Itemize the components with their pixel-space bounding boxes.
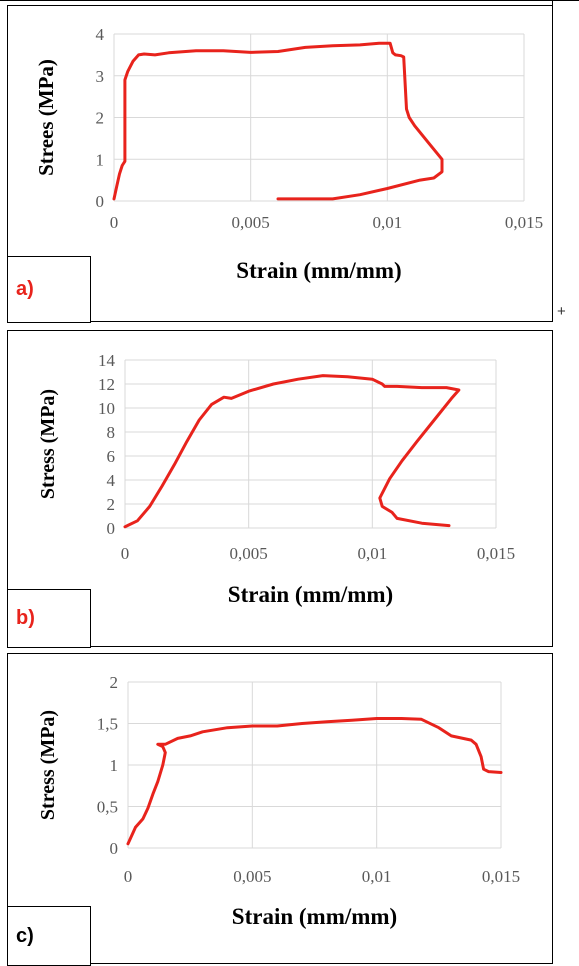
x-tick-label: 0 [110,213,119,232]
y-tick-label: 2 [110,673,119,692]
y-tick-label: 1 [96,150,105,169]
y-tick-label: 4 [107,471,116,490]
x-tick-label: 0,005 [233,867,271,886]
y-tick-label: 1,5 [97,715,118,734]
x-tick-label: 0,01 [357,544,387,563]
x-tick-label: 0 [121,544,130,563]
x-tick-label: 0,005 [230,544,268,563]
corner-plus-mark: + [557,303,566,320]
y-axis-title: Stress (MPa) [37,389,59,499]
chart-a-svg: 0 1 2 3 4 0 0,005 0,01 0,015 Strain (mm/mm) Strees… [34,25,543,283]
chart-b-svg: 0 2 4 6 8 10 12 14 0 0,005 0,01 0,015 Strain (mm/mm)… [37,351,515,607]
panel-label-c: c) [7,906,91,966]
y-tick-label: 12 [98,375,115,394]
chart-panel-b: 0 2 4 6 8 10 12 14 0 0,005 0,01 0,015 Strain (mm/mm)… [7,330,553,648]
x-tick-label: 0,01 [372,213,402,232]
y-tick-label: 0,5 [97,798,118,817]
y-tick-label: 10 [98,399,115,418]
x-axis-title: Strain (mm/mm) [236,258,401,283]
y-tick-label: 0 [107,519,116,538]
y-tick-label: 0 [110,839,119,858]
x-tick-label: 0,015 [477,544,515,563]
chart-panel-c: 0 0,5 1 1,5 2 0 0,005 0,01 0,015 Strain (mm/mm) St… [7,653,553,966]
x-tick-label: 0 [124,867,133,886]
x-tick-label: 0,01 [362,867,392,886]
series-line-0 [112,41,444,201]
top-border-line [0,0,579,1]
chart-panel-a: 0 1 2 3 4 0 0,005 0,01 0,015 Strain (mm/mm) Strees… [7,5,553,323]
x-tick-label: 0,015 [505,213,543,232]
y-tick-label: 14 [98,351,116,370]
y-tick-label: 3 [96,67,105,86]
x-tick-label: 0,015 [482,867,520,886]
y-axis-title: Strees (MPa) [34,59,58,176]
x-axis-title: Strain (mm/mm) [228,582,393,607]
x-tick-label: 0,005 [232,213,270,232]
y-tick-label: 2 [107,495,116,514]
series-line-0 [126,717,503,846]
y-axis-title: Stress (MPa) [37,710,59,820]
chart-c-svg: 0 0,5 1 1,5 2 0 0,005 0,01 0,015 Strain (mm/mm) St… [37,673,520,929]
y-tick-label: 8 [107,423,116,442]
panel-label-a: a) [7,256,91,323]
panel-label-b: b) [7,589,91,648]
y-tick-label: 4 [96,25,105,44]
x-axis-title: Strain (mm/mm) [232,904,397,929]
y-tick-label: 6 [107,447,116,466]
y-tick-label: 1 [110,756,119,775]
y-tick-label: 2 [96,109,105,128]
y-tick-label: 0 [96,192,105,211]
series-line-0 [123,374,461,529]
